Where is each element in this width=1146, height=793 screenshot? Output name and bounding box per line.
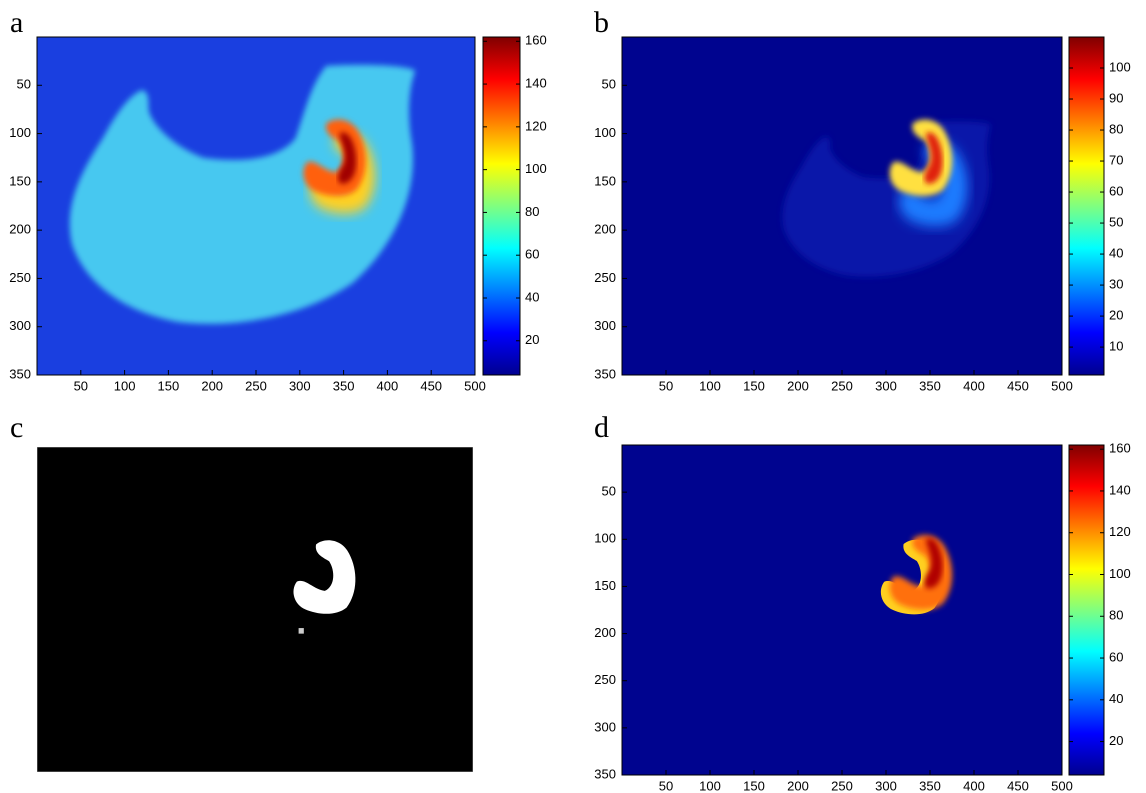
x-tick-label: 300 — [875, 778, 897, 793]
colorbar-tick-label: 100 — [1109, 566, 1131, 581]
y-tick-label: 300 — [9, 318, 31, 333]
x-tick-label: 50 — [659, 378, 673, 393]
panel-label: a — [10, 6, 23, 39]
y-tick-label: 250 — [9, 270, 31, 285]
colorbar-tick-label: 80 — [525, 204, 539, 219]
y-tick-label: 200 — [9, 222, 31, 237]
colorbar-tick-label: 70 — [1109, 152, 1123, 167]
x-tick-label: 250 — [831, 778, 853, 793]
x-tick-label: 350 — [919, 778, 941, 793]
hotspot-core — [924, 132, 943, 184]
x-tick-label: 150 — [743, 378, 765, 393]
y-tick-label: 50 — [602, 484, 616, 499]
colorbar-tick-label: 40 — [525, 289, 539, 304]
y-tick-label: 100 — [594, 531, 616, 546]
colorbar-tick-label: 60 — [1109, 649, 1123, 664]
colorbar-tick-label: 120 — [1109, 524, 1131, 539]
colorbar-tick-label: 60 — [1109, 183, 1123, 198]
colorbar-tick-label: 30 — [1109, 277, 1123, 292]
x-tick-label: 200 — [787, 778, 809, 793]
x-tick-label: 100 — [699, 378, 721, 393]
y-tick-label: 50 — [602, 77, 616, 92]
hotspot-core — [924, 538, 943, 589]
x-tick-label: 50 — [659, 778, 673, 793]
x-tick-label: 450 — [1007, 378, 1029, 393]
x-tick-label: 400 — [377, 378, 399, 393]
colorbar-tick-label: 100 — [525, 161, 547, 176]
mask-region — [293, 540, 356, 614]
colorbar-tick-label: 20 — [1109, 733, 1123, 748]
x-tick-label: 300 — [875, 378, 897, 393]
colorbar-tick-label: 60 — [525, 247, 539, 262]
background — [37, 447, 473, 772]
x-tick-label: 150 — [743, 778, 765, 793]
y-tick-label: 200 — [594, 222, 616, 237]
colorbar-tick-label: 20 — [525, 332, 539, 347]
x-tick-label: 50 — [74, 378, 88, 393]
colorbar-tick-label: 160 — [525, 33, 547, 48]
y-tick-label: 50 — [17, 77, 31, 92]
colorbar-tick-label: 40 — [1109, 691, 1123, 706]
y-tick-label: 250 — [594, 270, 616, 285]
colorbar-tick-label: 80 — [1109, 608, 1123, 623]
background — [622, 445, 1062, 775]
hotspot-core — [337, 132, 357, 184]
y-tick-label: 100 — [9, 125, 31, 140]
panel-label: d — [594, 411, 609, 444]
x-tick-label: 350 — [333, 378, 355, 393]
x-tick-label: 450 — [420, 378, 442, 393]
y-tick-label: 350 — [594, 366, 616, 381]
colorbar-tick-label: 160 — [1109, 441, 1131, 456]
x-tick-label: 100 — [114, 378, 136, 393]
x-tick-label: 300 — [289, 378, 311, 393]
x-tick-label: 450 — [1007, 778, 1029, 793]
x-tick-label: 500 — [464, 378, 486, 393]
x-tick-label: 400 — [963, 378, 985, 393]
y-tick-label: 300 — [594, 719, 616, 734]
colorbar-tick-label: 50 — [1109, 214, 1123, 229]
x-tick-label: 250 — [245, 378, 267, 393]
colorbar — [1068, 444, 1105, 776]
y-tick-label: 300 — [594, 318, 616, 333]
colorbar-tick-label: 100 — [1109, 59, 1131, 74]
x-tick-label: 200 — [201, 378, 223, 393]
panel-label: c — [10, 411, 23, 444]
x-tick-label: 200 — [787, 378, 809, 393]
colorbar-tick-label: 90 — [1109, 90, 1123, 105]
y-tick-label: 200 — [594, 625, 616, 640]
colorbar-tick-label: 10 — [1109, 339, 1123, 354]
colorbar-tick-label: 140 — [1109, 482, 1131, 497]
image — [37, 37, 475, 375]
image — [622, 445, 1062, 775]
y-tick-label: 150 — [594, 578, 616, 593]
image — [37, 447, 473, 772]
y-tick-label: 100 — [594, 125, 616, 140]
y-tick-label: 150 — [594, 173, 616, 188]
x-tick-label: 500 — [1051, 378, 1073, 393]
image — [622, 37, 1062, 375]
colorbar-tick-label: 20 — [1109, 308, 1123, 323]
y-tick-label: 150 — [9, 173, 31, 188]
x-tick-label: 350 — [919, 378, 941, 393]
x-tick-label: 100 — [699, 778, 721, 793]
x-tick-label: 400 — [963, 778, 985, 793]
colorbar-tick-label: 80 — [1109, 121, 1123, 136]
mask-speck — [298, 628, 304, 634]
x-tick-label: 150 — [158, 378, 180, 393]
y-tick-label: 350 — [594, 766, 616, 781]
y-tick-label: 250 — [594, 672, 616, 687]
colorbar — [482, 36, 521, 376]
y-tick-label: 350 — [9, 366, 31, 381]
panel-label: b — [594, 6, 609, 39]
colorbar-tick-label: 40 — [1109, 246, 1123, 261]
colorbar — [1068, 36, 1105, 376]
x-tick-label: 250 — [831, 378, 853, 393]
colorbar-tick-label: 140 — [525, 76, 547, 91]
x-tick-label: 500 — [1051, 778, 1073, 793]
colorbar-tick-label: 120 — [525, 118, 547, 133]
